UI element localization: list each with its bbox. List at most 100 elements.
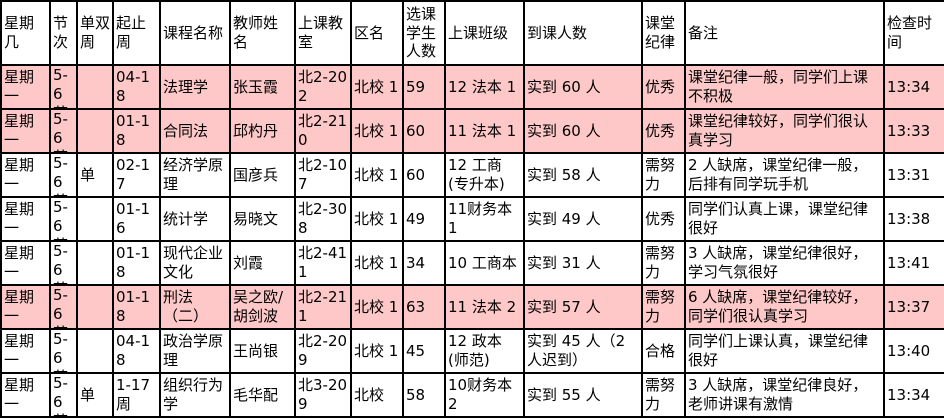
cell-course: 刑法（二） [159,284,231,330]
cell-notes: 同学们认真上课，课堂纪律很好 [684,196,885,242]
cell-day: 星期一 [0,196,51,242]
cell-text: 北校 1 [354,341,399,360]
cell-notes: 6 人缺席，课堂纪律较好，同学们很认真学习 [684,284,885,330]
cell-text: 04-18 [116,68,151,105]
cell-attendance: 实到 55 人 [523,372,643,418]
cell-text: 13:31 [887,165,931,184]
cell-text: 合同法 [163,121,209,140]
cell-check_time: 13:33 [883,108,944,154]
cell-text: 需努力 [645,288,676,325]
column-header-label: 上课教室 [298,14,344,51]
cell-period: 5-6 节 [49,240,78,286]
cell-text: 毛华配 [233,385,279,404]
column-header-weeks: 起止周 [112,0,161,66]
cell-attendance: 实到 60 人 [523,108,643,154]
cell-weeks: 1-17周 [112,372,161,418]
cell-check_time: 13:34 [883,372,944,418]
cell-attendance: 实到 60 人 [523,64,643,110]
cell-text: 01-18 [116,288,151,325]
cell-enrolled: 49 [402,196,446,242]
cell-period: 5-6 节 [49,284,78,330]
column-header-label: 教师姓名 [233,14,279,51]
cell-text: 01-18 [116,112,151,149]
cell-discipline: 优秀 [641,64,686,110]
cell-text: 34 [406,253,426,272]
cell-text: 01-18 [116,244,151,281]
cell-class: 10财务本2 [444,372,525,418]
cell-check_time: 13:41 [883,240,944,286]
cell-course: 统计学 [159,196,231,242]
cell-text: 13:37 [887,297,931,316]
cell-text: 10 工商本 [448,253,517,272]
cell-enrolled: 45 [402,328,446,374]
cell-odd_even [76,196,114,242]
cell-district: 北校 1 [350,284,404,330]
column-header-notes: 备注 [684,0,885,66]
cell-text: 优秀 [645,209,676,228]
cell-district: 北校 1 [350,108,404,154]
cell-text: 5-6 节 [53,154,68,196]
cell-text: 01-16 [116,200,151,237]
cell-weeks: 01-18 [112,240,161,286]
cell-text: 北2-209 [298,332,348,369]
cell-weeks: 04-18 [112,64,161,110]
column-header-enrolled: 选课学生人数 [402,0,446,66]
cell-text: 13:33 [887,121,931,140]
cell-text: 北2-308 [298,200,348,237]
cell-room: 北2-107 [294,152,352,198]
cell-odd_even [76,240,114,286]
cell-text: 5-6 节 [53,242,68,284]
column-header-period: 节次 [49,0,78,66]
cell-teacher: 国彦兵 [229,152,296,198]
cell-text: 北校 1 [354,253,399,272]
cell-period: 5-6 节 [49,196,78,242]
cell-text: 现代企业文化 [163,244,224,281]
cell-check_time: 13:38 [883,196,944,242]
cell-notes: 课堂纪律较好，同学们很认真学习 [684,108,885,154]
cell-weeks: 01-18 [112,284,161,330]
cell-text: 星期一 [4,200,35,237]
cell-room: 北2-211 [294,284,352,330]
column-header-district: 区名 [350,0,404,66]
cell-attendance: 实到 31 人 [523,240,643,286]
cell-odd_even: 单 [76,372,114,418]
cell-discipline: 需努力 [641,284,686,330]
cell-course: 政治学原理 [159,328,231,374]
cell-text: 实到 49 人 [527,209,601,228]
cell-attendance: 实到 49 人 [523,196,643,242]
cell-text: 1-17周 [116,376,151,413]
cell-course: 法理学 [159,64,231,110]
cell-text: 单 [80,385,96,404]
cell-text: 合格 [645,341,676,360]
cell-room: 北2-210 [294,108,352,154]
column-header-label: 区名 [354,23,385,42]
cell-teacher: 毛华配 [229,372,296,418]
cell-text: 6 人缺席，课堂纪律较好，同学们很认真学习 [688,288,868,325]
cell-text: 12 法本 1 [448,77,517,96]
cell-check_time: 13:34 [883,64,944,110]
cell-class: 11财务本1 [444,196,525,242]
cell-enrolled: 59 [402,64,446,110]
cell-course: 组织行为学 [159,372,231,418]
cell-district: 北校 1 [350,196,404,242]
cell-room: 北2-209 [294,328,352,374]
cell-text: 北校 1 [354,209,399,228]
cell-discipline: 需努力 [641,372,686,418]
cell-class: 12 政本(师范) [444,328,525,374]
cell-teacher: 邱杓丹 [229,108,296,154]
cell-day: 星期一 [0,152,51,198]
cell-district: 北校 1 [350,240,404,286]
cell-room: 北2-202 [294,64,352,110]
cell-text: 实到 45 人（2 人迟到） [527,332,626,369]
column-header-label: 单双周 [80,14,110,51]
cell-text: 北2-210 [298,112,348,149]
cell-text: 优秀 [645,77,676,96]
column-header-label: 选课学生人数 [406,4,437,61]
cell-text: 需努力 [645,244,676,281]
cell-text: 北校 1 [354,165,399,184]
cell-text: 5-6 节 [53,286,68,328]
cell-teacher: 张玉霞 [229,64,296,110]
cell-day: 星期一 [0,328,51,374]
cell-text: 同学们认真上课，课堂纪律很好 [688,200,869,237]
